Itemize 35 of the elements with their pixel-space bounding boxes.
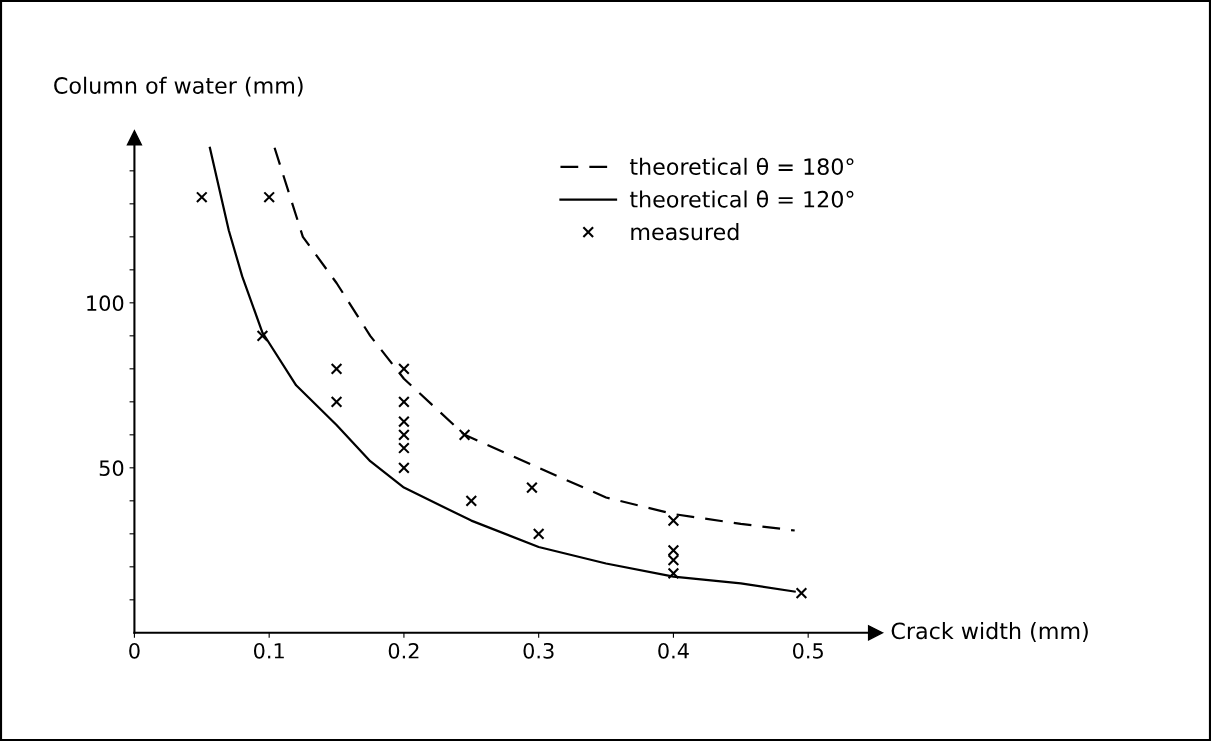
legend-label: theoretical θ = 120° [629, 190, 854, 208]
point [667, 567, 680, 580]
x-tick-label: 0.4 [658, 642, 689, 659]
x-tick-label: 0.3 [523, 642, 554, 659]
point [330, 395, 343, 408]
line-series [208, 146, 796, 593]
x-tick-label: 0.5 [792, 642, 823, 659]
x-tick-label: 0.2 [388, 642, 419, 659]
legend-label: measured [631, 223, 739, 241]
x-tick-label: 0.1 [253, 642, 284, 659]
point [195, 191, 208, 204]
y-tick-label: 50 [99, 460, 124, 477]
point [667, 544, 680, 557]
x-tick-label: 0 [129, 642, 140, 659]
point [398, 395, 410, 408]
point [256, 329, 269, 342]
point [458, 428, 471, 441]
point [667, 554, 680, 567]
y-tick-label: 100 [87, 295, 124, 312]
point [398, 461, 410, 474]
y-axis-title: Column of water (mm) [54, 76, 303, 97]
point [398, 442, 410, 454]
point [398, 415, 410, 428]
point [398, 428, 410, 441]
legend-label: theoretical θ = 180° [629, 157, 854, 176]
x-axis-title: Crack width (mm) [891, 622, 1088, 642]
point [465, 494, 478, 507]
point [398, 362, 410, 375]
point [263, 191, 276, 204]
point [532, 527, 545, 540]
point [667, 514, 680, 527]
point [526, 481, 538, 494]
point [330, 362, 343, 375]
point [795, 587, 808, 600]
line-series [273, 146, 796, 532]
